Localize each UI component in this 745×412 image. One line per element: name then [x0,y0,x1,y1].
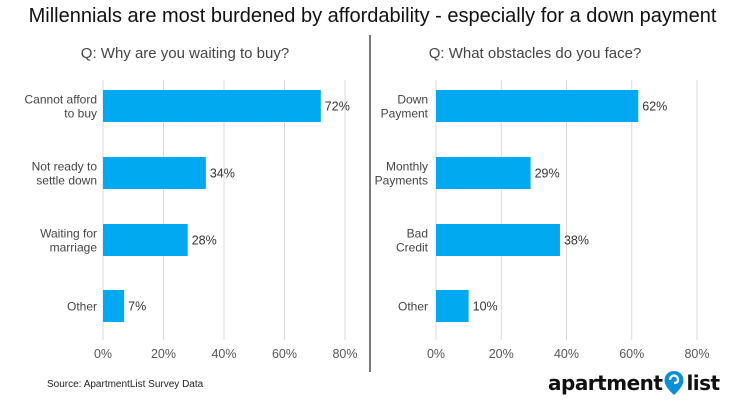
map-pin-icon [664,371,684,395]
category-label: Other [398,300,428,314]
category-label: Down Payment [381,93,429,121]
bar-value-label: 10% [473,300,498,314]
bar-value-label: 72% [325,100,350,114]
bar-value-label: 62% [642,100,667,114]
apartment-list-logo: apartment list [548,368,720,398]
logo-word-right: list [686,371,720,395]
x-tick-label: 0% [94,347,112,361]
category-label: Waiting for marriage [40,227,97,255]
category-label-line: Down [397,93,428,107]
bar-value-label: 38% [564,234,589,248]
bar [103,157,206,189]
category-label-line: Other [67,300,97,314]
category-label-line: Other [398,300,428,314]
bar [103,224,188,256]
category-label: Other [67,300,97,314]
bar [436,90,639,122]
bar-value-label: 28% [192,234,217,248]
x-tick-label: 0% [427,347,445,361]
category-label: Cannot afford to buy [25,93,98,121]
category-label-line: to buy [64,107,97,121]
logo-word-left: apartment [548,371,663,395]
x-tick-label: 20% [151,347,176,361]
x-tick-label: 60% [272,347,297,361]
x-tick-label: 40% [211,347,236,361]
chart-panel-2: Q: What obstacles do you face? 0% 20% 40% 60… [375,45,710,361]
bar [103,90,321,122]
panel-subtitle: Q: Why are you waiting to buy? [81,45,289,62]
bar-value-label: 34% [210,167,235,181]
chart-panel-1: Q: Why are you waiting to buy? 0% 20% 40% 60… [25,45,358,361]
panel-subtitle: Q: What obstacles do you face? [429,45,642,62]
category-label-line: Credit [396,241,429,255]
category-label-line: Not ready to [32,160,98,174]
x-tick-label: 60% [619,347,644,361]
bar [436,224,560,256]
chart-title: Millennials are most burdened by afforda… [28,5,717,27]
category-label-line: marriage [50,241,98,255]
category-label: Not ready to settle down [32,160,98,188]
category-label-line: settle down [36,174,97,188]
category-label: Monthly Payments [375,160,428,188]
x-tick-label: 20% [489,347,514,361]
category-label-line: Payments [375,174,428,188]
category-label-line: Payment [381,107,429,121]
category-label-line: Cannot afford [25,93,98,107]
x-tick-label: 40% [554,347,579,361]
x-tick-label: 80% [332,347,357,361]
category-label: Bad Credit [396,227,429,255]
category-label-line: Monthly [386,160,428,174]
bar-value-label: 29% [535,167,560,181]
category-label-line: Waiting for [40,227,97,241]
bar [103,290,125,322]
source-note: Source: ApartmentList Survey Data [47,379,204,390]
x-tick-label: 80% [684,347,709,361]
bar [436,157,531,189]
bar-value-label: 7% [128,300,146,314]
category-label-line: Bad [407,227,428,241]
bar [436,290,469,322]
